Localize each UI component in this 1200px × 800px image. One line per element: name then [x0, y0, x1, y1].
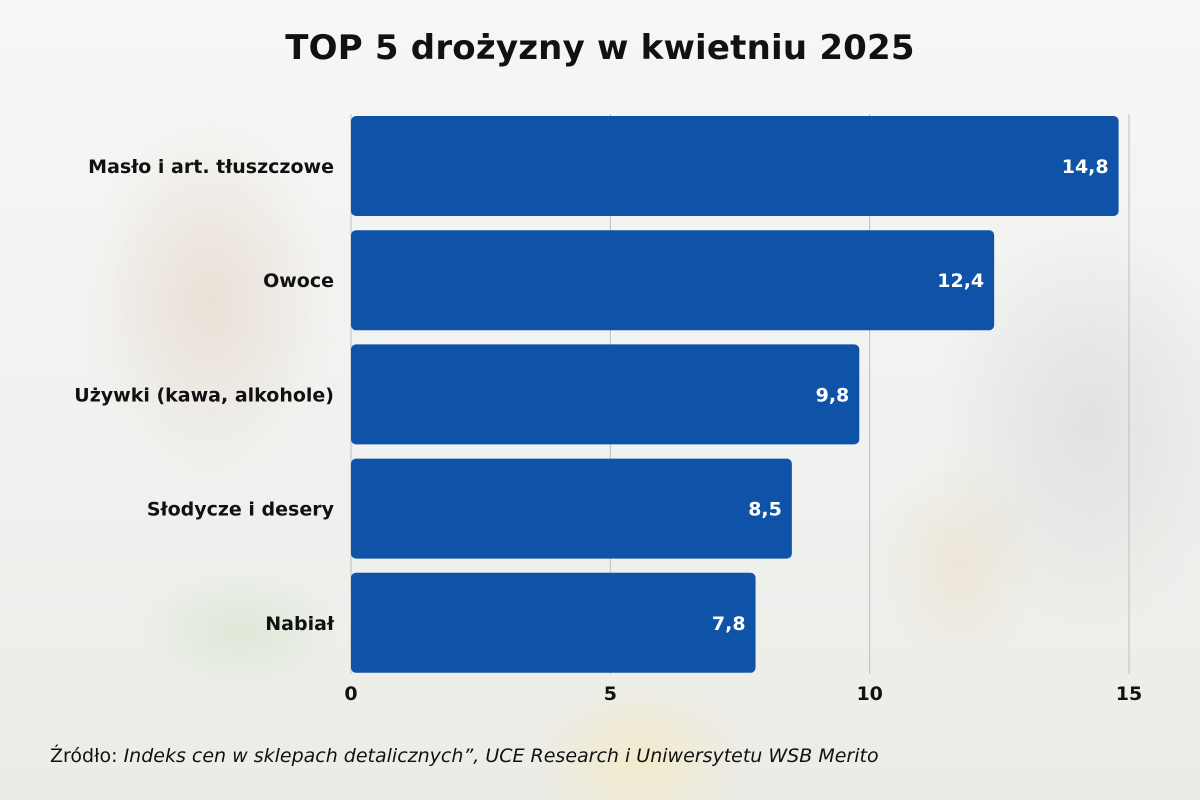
bar	[351, 344, 860, 445]
bar	[351, 458, 792, 559]
x-axis-ticks: 0 5 10 15	[344, 683, 1142, 705]
x-tick-label: 5	[604, 683, 617, 705]
x-tick-label: 15	[1116, 683, 1142, 705]
category-label: Owoce	[263, 270, 334, 292]
bar	[351, 572, 756, 673]
x-tick-label: 10	[856, 683, 882, 705]
x-tick-label: 0	[344, 683, 357, 705]
value-label: 14,8	[1062, 156, 1109, 178]
category-label: Masło i art. tłuszczowe	[88, 156, 334, 178]
value-label: 7,8	[712, 613, 746, 635]
value-labels: 14,8 12,4 9,8 8,5 7,8	[712, 156, 1109, 635]
bar	[351, 116, 1119, 216]
category-labels: Masło i art. tłuszczowe Owoce Używki (kawa…	[74, 156, 335, 635]
source-note: Źródło: Indeks cen w sklepach detaliczny…	[50, 745, 879, 767]
value-label: 9,8	[816, 384, 850, 406]
source-prefix: Źródło:	[50, 745, 124, 767]
chart-title: TOP 5 drożyzny w kwietniu 2025	[285, 28, 915, 68]
category-label: Słodycze i desery	[147, 499, 335, 521]
value-label: 12,4	[937, 270, 984, 292]
category-label: Używki (kawa, alkohole)	[74, 384, 334, 406]
category-label: Nabiał	[265, 613, 335, 635]
source-text: Indeks cen w sklepach detalicznych”, UCE…	[123, 745, 879, 767]
bars	[351, 116, 1119, 673]
value-label: 8,5	[748, 499, 782, 521]
bar	[351, 230, 995, 331]
